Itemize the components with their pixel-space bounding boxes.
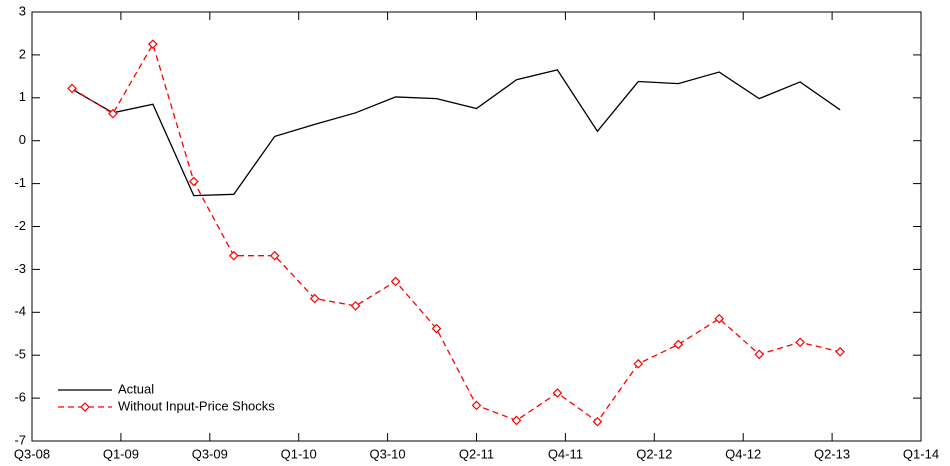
- point-marker: [228, 250, 239, 261]
- legend-label: Without Input-Price Shocks: [118, 398, 275, 413]
- y-tick-label: 3: [19, 3, 26, 18]
- x-tick-label: Q3-09: [192, 446, 228, 461]
- legend-label: Actual: [118, 381, 154, 396]
- point-marker: [835, 346, 845, 357]
- y-tick-label: 2: [19, 46, 26, 61]
- point-marker: [188, 176, 199, 187]
- point-marker: [552, 388, 563, 398]
- point-marker: [471, 400, 482, 411]
- y-tick-label: -5: [14, 347, 26, 362]
- y-tick-label: 0: [19, 132, 26, 147]
- x-tick-label: Q2-13: [814, 446, 850, 461]
- y-tick-label: -1: [14, 175, 26, 190]
- x-tick-label: Q2-11: [459, 446, 494, 461]
- x-tick-label: Q1-14: [903, 446, 939, 461]
- y-tick-label: -7: [14, 432, 26, 447]
- point-marker: [67, 83, 77, 94]
- x-tick-label: Q4-11: [548, 446, 583, 461]
- point-marker: [309, 293, 320, 304]
- point-marker: [673, 339, 684, 350]
- series-line: [71, 42, 841, 423]
- point-marker: [390, 276, 401, 287]
- point-marker: [592, 416, 603, 427]
- point-marker: [633, 358, 644, 369]
- y-tick-label: -6: [14, 390, 26, 405]
- x-tick-label: Q2-12: [636, 446, 672, 461]
- point-marker: [714, 313, 725, 324]
- y-tick-label: -2: [14, 218, 26, 233]
- x-tick-label: Q3-10: [370, 446, 406, 461]
- y-tick-label: 1: [19, 89, 26, 104]
- y-tick-label: -4: [14, 304, 26, 319]
- x-tick-label: Q1-10: [281, 446, 317, 461]
- point-marker: [431, 323, 442, 334]
- point-marker: [350, 301, 361, 311]
- x-tick-label: Q1-09: [103, 446, 139, 461]
- point-marker: [148, 39, 158, 50]
- point-marker: [795, 337, 805, 348]
- legend-marker: [80, 402, 90, 412]
- point-marker: [511, 415, 522, 426]
- point-marker: [108, 108, 118, 119]
- point-marker: [269, 250, 280, 261]
- point-marker: [754, 349, 765, 360]
- x-tick-label: Q4-12: [725, 446, 761, 461]
- plot-frame: [31, 11, 922, 442]
- x-tick-label: Q3-08: [14, 446, 50, 461]
- series-line: [71, 69, 841, 197]
- y-tick-label: -3: [14, 261, 26, 276]
